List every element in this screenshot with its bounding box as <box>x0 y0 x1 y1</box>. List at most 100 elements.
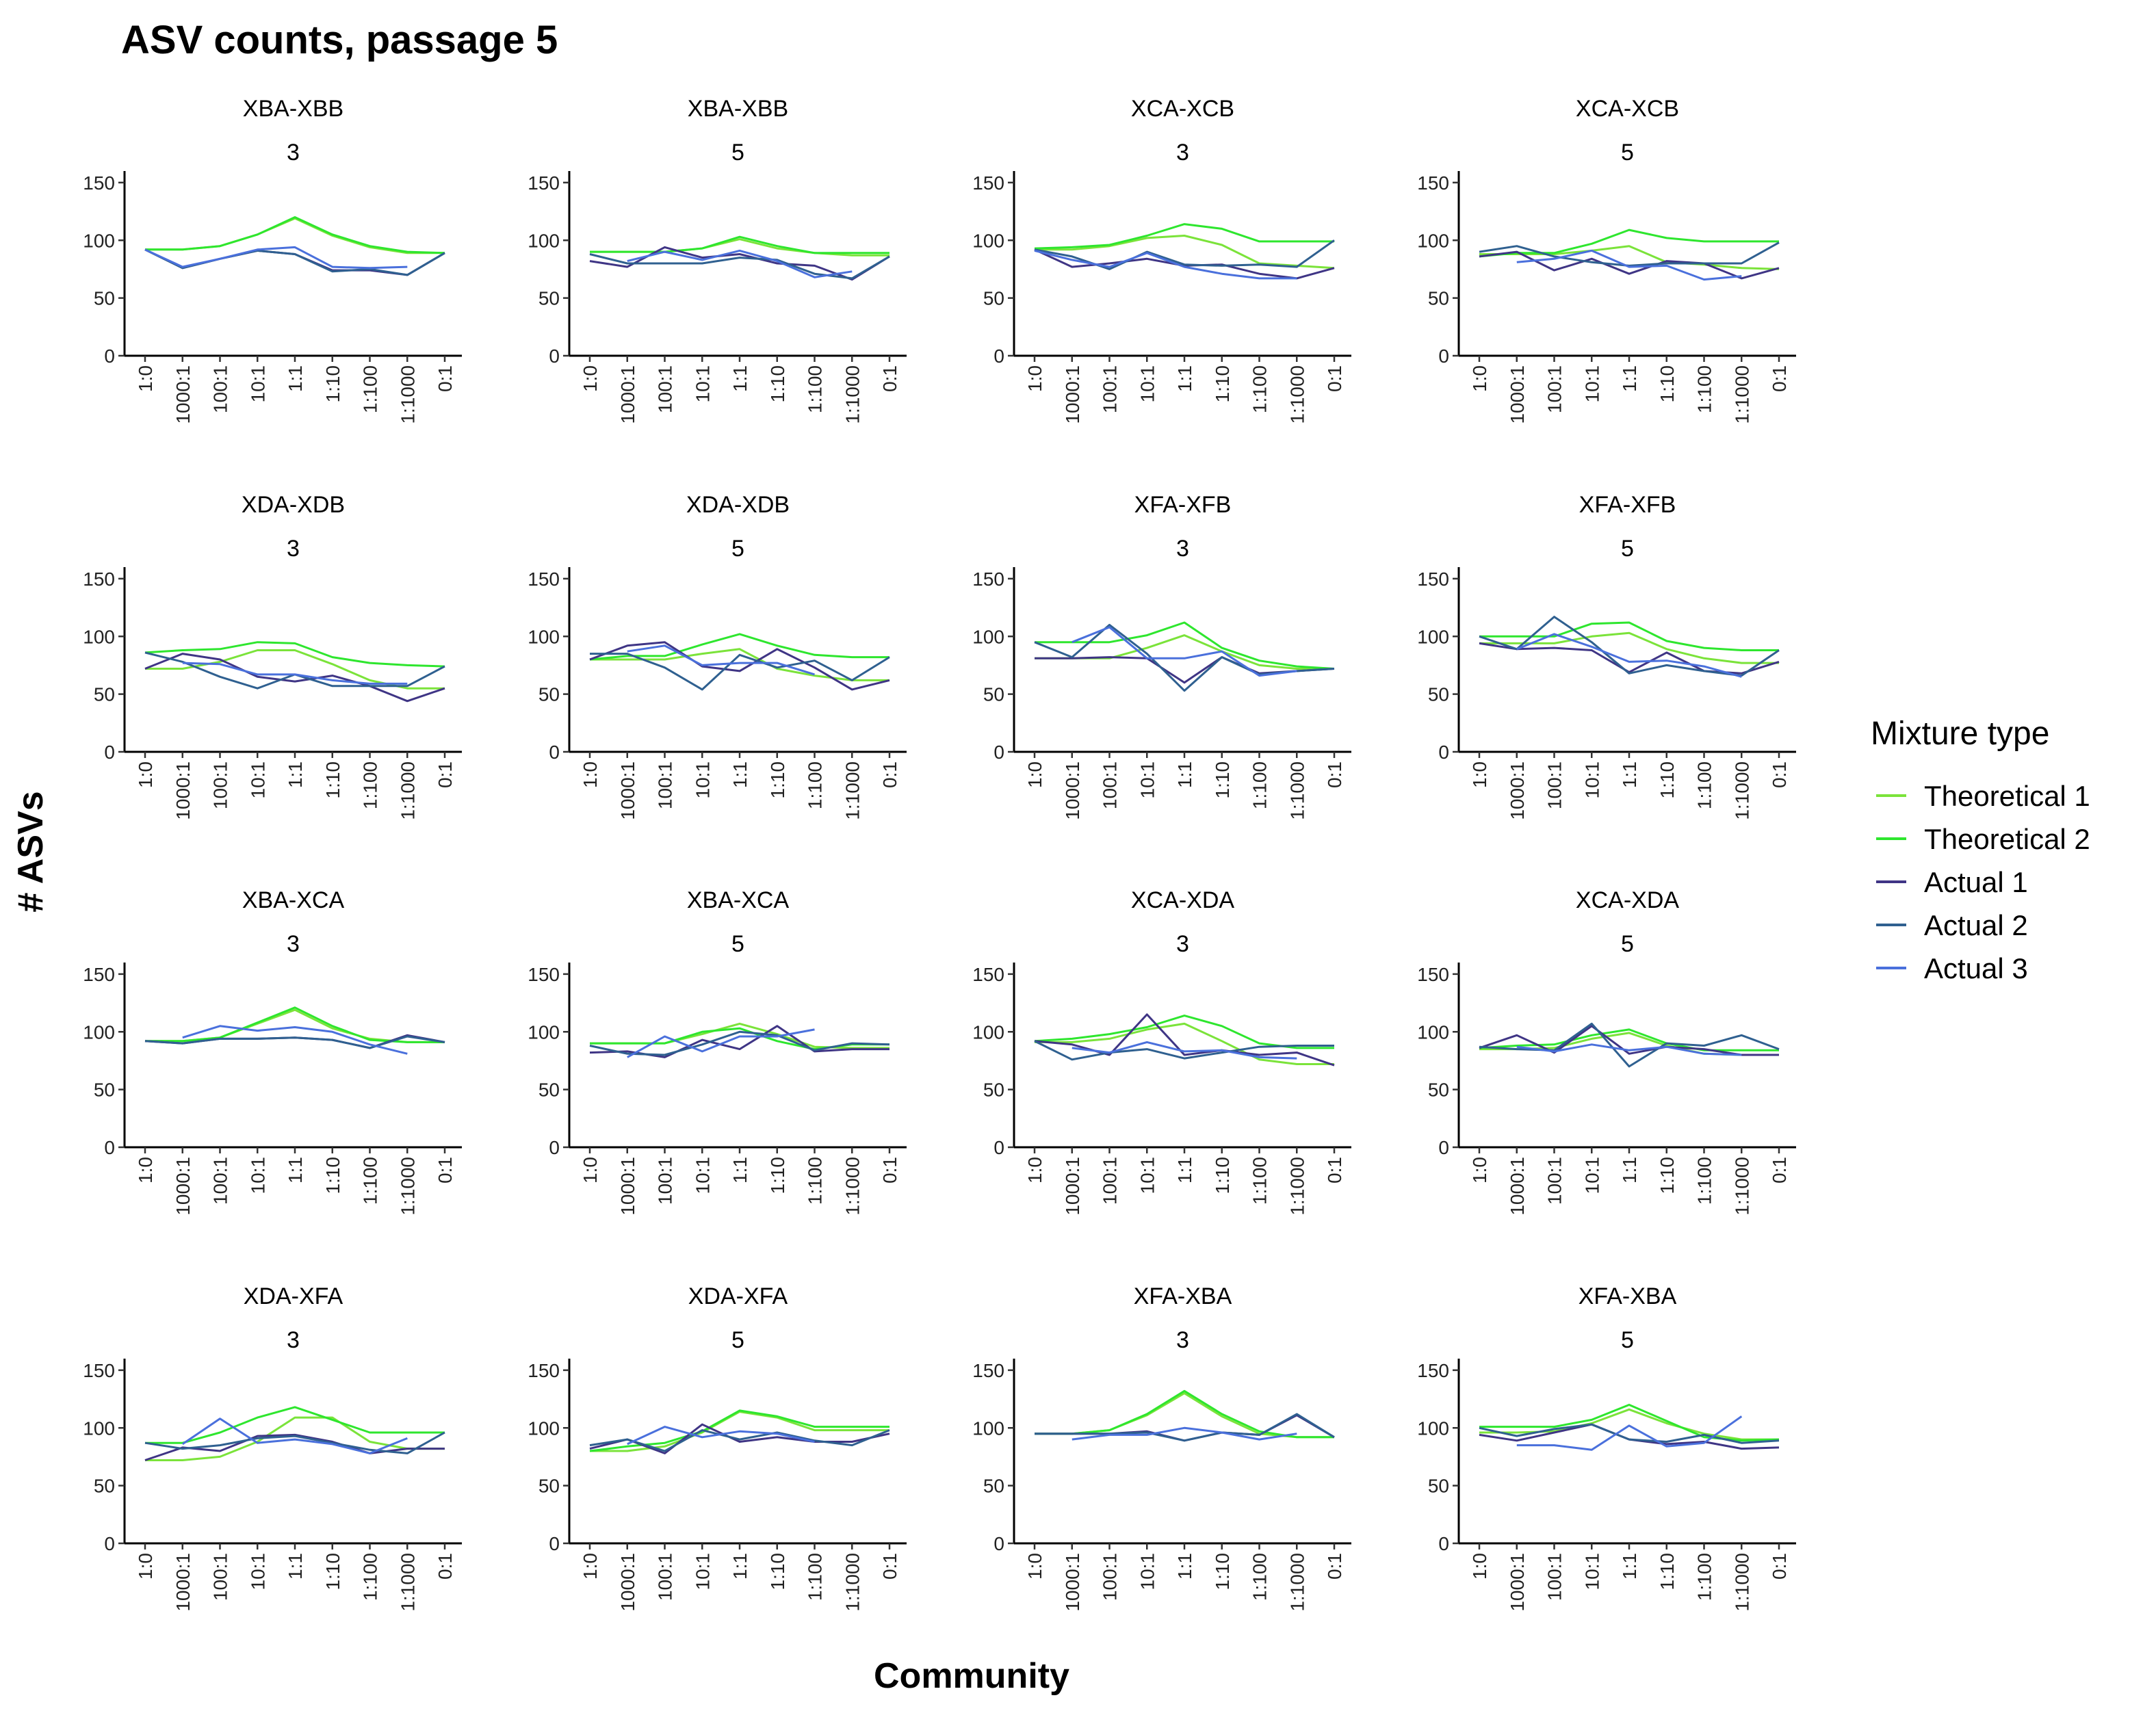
x-tick-label: 0:1 <box>1769 761 1790 788</box>
series-line-theoretical-1 <box>1035 1392 1334 1439</box>
x-tick-label: 10:1 <box>247 365 268 403</box>
y-tick-label: 0 <box>1438 345 1449 367</box>
series-line-actual-3 <box>1516 1415 1743 1451</box>
x-tick-label: 100:1 <box>1100 365 1121 413</box>
x-tick-label: 0:1 <box>434 365 456 392</box>
x-tick-label: 1000:1 <box>1062 1157 1083 1216</box>
x-tick-label: 100:1 <box>210 761 231 809</box>
legend-label: Theoretical 2 <box>1924 823 2090 855</box>
x-tick-label: 1:1000 <box>397 1553 418 1612</box>
x-tick-label: 1:1000 <box>842 1553 863 1612</box>
series-line-theoretical-1 <box>1479 245 1780 270</box>
y-tick-label: 100 <box>83 230 115 251</box>
x-tick-label: 1:0 <box>1469 761 1490 788</box>
y-tick-label: 50 <box>983 684 1004 705</box>
x-tick-label: 1:1000 <box>1286 365 1308 424</box>
x-tick-label: 100:1 <box>655 1157 676 1205</box>
x-tick-label: 1:0 <box>135 1553 156 1580</box>
y-tick-label: 150 <box>83 964 115 985</box>
x-tick-label: 1:0 <box>135 761 156 788</box>
x-tick-label: 1:100 <box>1249 1157 1271 1205</box>
x-tick-label: 1:1 <box>729 1553 751 1580</box>
facet-label-passage: 5 <box>731 536 744 562</box>
x-tick-label: 100:1 <box>655 365 676 413</box>
x-tick-label: 1000:1 <box>172 1157 194 1216</box>
series-line-theoretical-1 <box>145 649 445 690</box>
y-tick-label: 100 <box>528 626 560 647</box>
series-line-actual-2 <box>1479 1022 1780 1068</box>
y-tick-label: 100 <box>528 1417 560 1439</box>
x-tick-label: 1:0 <box>1469 1553 1490 1580</box>
x-tick-label: 100:1 <box>655 761 676 809</box>
chart-title: ASV counts, passage 5 <box>121 18 558 62</box>
series-line-actual-3 <box>1071 1041 1297 1060</box>
series-line-actual-2 <box>1479 1423 1780 1444</box>
x-tick-label: 1:0 <box>580 1157 601 1184</box>
legend-label: Theoretical 1 <box>1924 780 2090 812</box>
x-tick-label: 0:1 <box>1324 761 1345 788</box>
x-tick-label: 1:1 <box>1619 1157 1640 1184</box>
series-line-actual-2 <box>1479 241 1780 267</box>
x-tick-label: 1:100 <box>1249 365 1271 413</box>
x-tick-label: 1:1 <box>285 365 306 392</box>
y-tick-label: 50 <box>983 1080 1004 1101</box>
x-tick-label: 1:100 <box>360 365 381 413</box>
series-line-actual-3 <box>627 1028 815 1058</box>
x-tick-label: 1:1000 <box>397 365 418 424</box>
y-tick-label: 150 <box>528 1360 560 1381</box>
y-tick-label: 50 <box>538 1080 560 1101</box>
x-tick-label: 1:10 <box>322 365 343 403</box>
x-tick-label: 1:100 <box>1249 761 1271 809</box>
x-axis-title: Community <box>874 1656 1069 1696</box>
x-tick-label: 1000:1 <box>1507 761 1528 820</box>
series-line-theoretical-2 <box>589 1409 889 1452</box>
x-tick-label: 1:0 <box>580 1553 601 1580</box>
x-tick-label: 1:0 <box>580 365 601 392</box>
x-tick-label: 10:1 <box>1581 761 1602 799</box>
x-tick-label: 1000:1 <box>172 761 194 820</box>
x-tick-label: 1:100 <box>1694 761 1715 809</box>
series-line-theoretical-2 <box>590 235 889 254</box>
series-line-actual-2 <box>590 653 890 691</box>
x-tick-label: 0:1 <box>879 1157 900 1184</box>
facet-label-passage: 3 <box>287 1327 300 1353</box>
series-line-actual-1 <box>144 1433 445 1461</box>
x-tick-label: 1:1 <box>285 1157 306 1184</box>
x-tick-label: 1:1000 <box>842 761 863 820</box>
series-line-actual-2 <box>589 1030 890 1056</box>
y-tick-label: 0 <box>104 742 115 763</box>
legend-item-theoretical-1: Theoretical 1 <box>1876 780 2090 812</box>
facet-label-passage: 5 <box>731 140 744 166</box>
facet-label-pair: XCA-XDA <box>1131 887 1234 913</box>
panel-xfa-xfb-3: XFA-XFB 3 0 50 100 150 1:0 1000:1 100:1 10:1 1:1 1:… <box>972 492 1351 820</box>
series-line-actual-1 <box>1034 248 1335 280</box>
panel-xfa-xba-3: XFA-XBA 3 0 50 100 150 1:0 1000:1 100:1 10:1 1:1 1:… <box>972 1283 1351 1612</box>
x-tick-label: 1000:1 <box>172 1553 194 1612</box>
y-tick-label: 0 <box>549 1137 560 1158</box>
series-line-actual-2 <box>144 248 445 276</box>
panel-xda-xfa-3: XDA-XFA 3 0 50 100 150 1:0 1000:1 100:1 10:1 1:1 1:… <box>83 1283 462 1612</box>
series-line-actual-2 <box>1034 239 1335 270</box>
x-tick-label: 1:1 <box>1174 1553 1195 1580</box>
x-tick-label: 100:1 <box>655 1553 676 1601</box>
series-line-theoretical-2 <box>1479 228 1779 258</box>
series-line-actual-1 <box>1479 1025 1779 1056</box>
x-tick-label: 100:1 <box>1544 761 1566 809</box>
series-line-actual-3 <box>1071 626 1297 677</box>
x-tick-label: 1:1000 <box>397 761 418 820</box>
x-tick-label: 1000:1 <box>617 1157 638 1216</box>
y-tick-label: 150 <box>528 964 560 985</box>
x-tick-label: 1:1 <box>729 1157 751 1184</box>
y-tick-label: 100 <box>83 1417 115 1439</box>
x-tick-label: 100:1 <box>1544 365 1566 413</box>
y-tick-label: 100 <box>83 626 115 647</box>
y-tick-label: 0 <box>1438 1533 1449 1554</box>
x-tick-label: 1:100 <box>805 761 826 809</box>
x-tick-label: 1:1 <box>1619 761 1640 788</box>
y-tick-label: 100 <box>1417 1021 1449 1043</box>
y-tick-label: 100 <box>528 230 560 251</box>
y-tick-label: 150 <box>83 1360 115 1381</box>
x-tick-label: 0:1 <box>434 1553 456 1580</box>
y-tick-label: 150 <box>528 172 560 194</box>
